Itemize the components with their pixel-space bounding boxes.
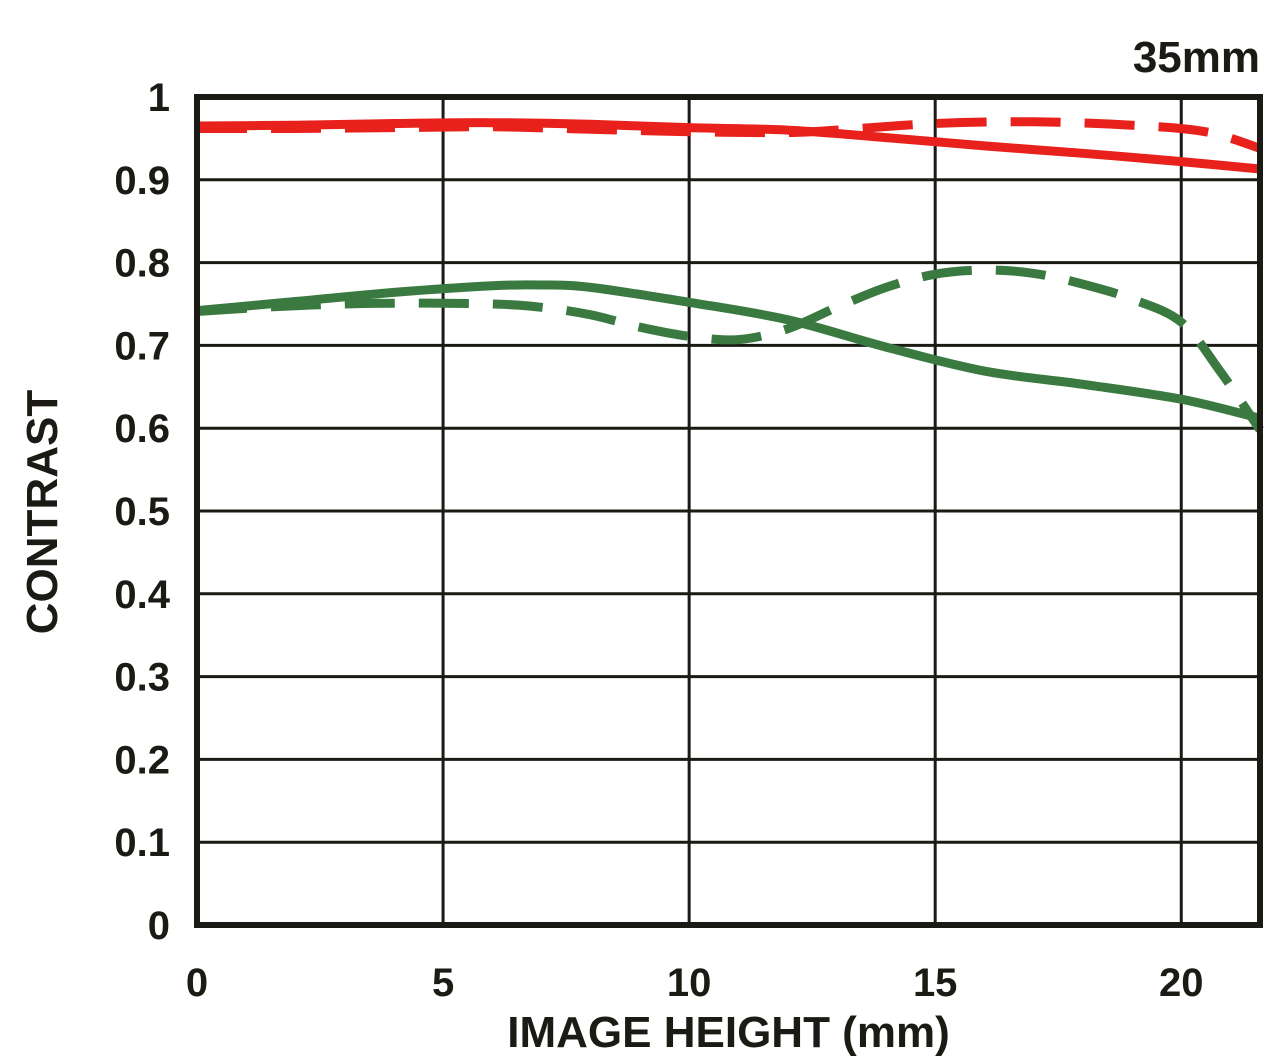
x-tick-label: 10 bbox=[667, 961, 712, 1005]
y-tick-label: 0.2 bbox=[114, 738, 170, 782]
y-tick-label: 0.3 bbox=[114, 656, 170, 700]
curve-green-solid bbox=[196, 280, 1262, 423]
y-tick-label: 0.8 bbox=[114, 242, 170, 286]
curve-red-dashed bbox=[196, 117, 1262, 153]
y-tick-label: 0.9 bbox=[114, 159, 170, 203]
y-tick-label: 0 bbox=[148, 904, 170, 948]
y-tick-label: 0.5 bbox=[114, 490, 170, 534]
curve-green-dashed bbox=[196, 265, 1264, 433]
y-tick-label: 0.1 bbox=[114, 821, 170, 865]
y-tick-label: 0.4 bbox=[114, 573, 170, 617]
focal-length-label: 35mm bbox=[1132, 33, 1260, 82]
x-axis-title: IMAGE HEIGHT (mm) bbox=[507, 1008, 950, 1057]
x-tick-label: 15 bbox=[913, 961, 958, 1005]
x-tick-label: 5 bbox=[432, 961, 454, 1005]
plot-border bbox=[194, 94, 1263, 928]
x-tick-label: 20 bbox=[1159, 961, 1204, 1005]
y-tick-label: 0.6 bbox=[114, 407, 170, 451]
y-tick-label: 0.7 bbox=[114, 324, 170, 368]
x-tick-label: 0 bbox=[186, 961, 208, 1005]
y-tick-label: 1 bbox=[148, 76, 170, 120]
